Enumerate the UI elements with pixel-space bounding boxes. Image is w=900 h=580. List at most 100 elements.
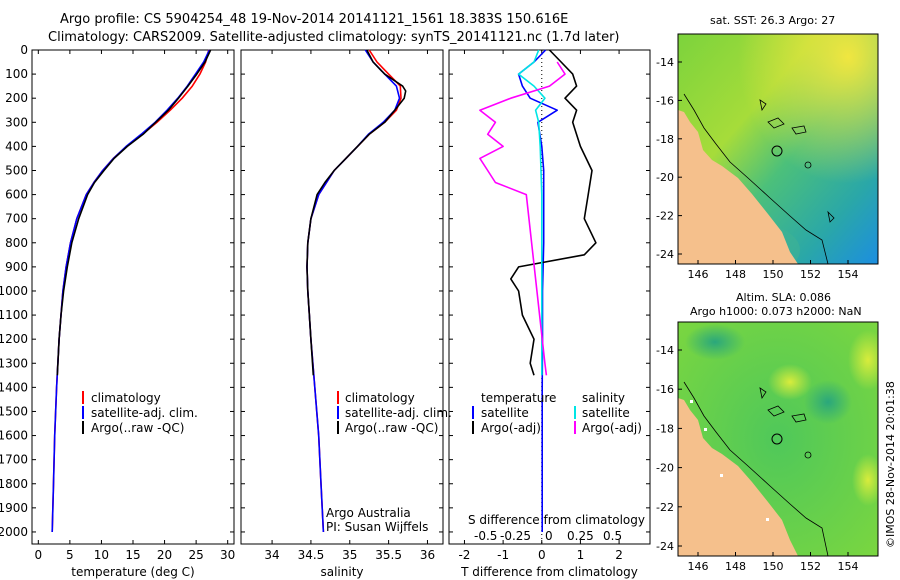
series-line-climatology [306,49,402,533]
x-tick-label: 2 [615,548,623,562]
y-tick-label: 100 [5,67,28,81]
header-line-2: Climatology: CARS2009. Satellite-adjuste… [48,30,620,45]
difference-panel: -2 -1 0 1 2 T difference from climatology [448,49,651,579]
x-axis-label: T difference from climatology [460,565,638,579]
temperature-legend: climatology satellite-adj. clim. Argo(..… [82,391,198,435]
legend-salinity-heading: salinity [582,391,625,405]
lon-tick-label: 154 [838,560,859,573]
legend-label-climatology: climatology [91,391,161,405]
plot-frame [240,49,444,545]
credit-line-2: PI: Susan Wijffels [326,520,428,534]
lon-tick-label: 150 [763,268,784,281]
lat-tick-label: -18 [656,133,674,146]
y-tick-label: 800 [5,236,28,250]
y-tick-label: 1100 [0,308,28,322]
legend-label-argo: Argo(..raw -QC) [91,421,184,435]
x-tick-label: 15 [125,548,140,562]
x-tick-label: 5 [66,548,74,562]
x-tick-label: 0 [538,548,546,562]
lat-tick-label: -22 [656,501,674,514]
lat-tick-label: -18 [656,422,674,435]
legend-temperature-heading: temperature [481,391,556,405]
legend-label-sal-argo: Argo(-adj) [582,421,642,435]
land-mass [678,110,798,264]
lon-tick-label: 146 [688,268,709,281]
x-tick-label: 25 [188,548,203,562]
series-line-salinity-argo-adj- [479,61,566,376]
x-tick-label: 30 [220,548,235,562]
temperature-panel: 0100200300400500600700800900100011001200… [0,43,235,579]
legend-label-argo: Argo(..raw -QC) [345,421,438,435]
x-tick-label: 34.5 [298,548,325,562]
y-tick-label: 1000 [0,284,28,298]
lon-tick-label: 152 [800,268,821,281]
y-tick-label: 500 [5,163,28,177]
x-tick-label: 34 [264,548,279,562]
lon-tick-label: 148 [725,268,746,281]
y-tick-label: 300 [5,115,28,129]
lat-tick-label: -16 [656,94,674,107]
y-tick-label: 1700 [0,453,28,467]
lat-tick-label: -20 [656,171,674,184]
sla-map: Altim. SLA: 0.086 Argo h1000: 0.073 h200… [677,291,879,557]
x-tick-label: 1 [577,548,585,562]
series-line-temperature-argo-adj- [509,49,597,376]
s-tick-0: -0.5 [474,529,497,543]
series-line-argo-raw-qc- [306,49,407,376]
land-mass [678,398,798,556]
x-axis-label: temperature (deg C) [71,565,194,579]
legend-label-sal-satellite: satellite [582,406,630,420]
y-tick-label: 900 [5,260,28,274]
y-tick-label: 0 [20,43,28,57]
y-tick-label: 1500 [0,404,28,418]
lat-tick-label: -16 [656,383,674,396]
s-difference-label: S difference from climatology [468,513,645,527]
credit-line-1: Argo Australia [326,506,411,520]
legend-label-climatology: climatology [345,391,415,405]
series-line-argo-raw-qc- [56,49,212,376]
y-tick-label: 1900 [0,501,28,515]
plot-frame [448,49,651,545]
series-line-temperature-satellite [517,49,559,532]
sla-map-title-2: Argo h1000: 0.073 h2000: NaN [690,305,862,318]
s-tick-1: -0.25 [500,529,531,543]
x-tick-label: 0 [34,548,42,562]
x-tick-label: 35.5 [375,548,402,562]
x-tick-label: 20 [157,548,172,562]
series-line-salinity-satellite [517,49,546,376]
x-tick-label: -2 [458,548,470,562]
lat-tick-label: -14 [656,56,674,69]
legend-label-satellite: satellite-adj. clim. [91,406,198,420]
lat-tick-label: -24 [656,248,674,261]
s-tick-2: 0 [545,529,553,543]
x-tick-label: 35 [342,548,357,562]
x-tick-label: -1 [497,548,509,562]
sst-map: sat. SST: 26.3 Argo: 27 [677,14,879,265]
legend-label-temp-satellite: satellite [481,406,529,420]
lon-tick-label: 150 [763,560,784,573]
y-tick-label: 1600 [0,429,28,443]
series-line-satellite-adj-clim- [51,49,211,533]
salinity-legend: climatology satellite-adj. clim. Argo(..… [326,391,452,534]
lon-tick-label: 146 [688,560,709,573]
sla-map-title-1: Altim. SLA: 0.086 [736,291,831,304]
series-line-climatology [51,49,210,533]
y-tick-label: 1400 [0,380,28,394]
legend-label-temp-argo: Argo(-adj) [481,421,541,435]
y-tick-label: 1200 [0,332,28,346]
lat-tick-label: -22 [656,210,674,223]
y-tick-label: 400 [5,139,28,153]
salinity-panel: 34 34.5 35 35.5 36 salinity [240,49,444,579]
y-tick-label: 1800 [0,477,28,491]
lat-tick-label: -20 [656,462,674,475]
lat-tick-label: -14 [656,344,674,357]
y-tick-label: 700 [5,212,28,226]
imos-stamp: ©IMOS 28-Nov-2014 20:01:38 [884,381,897,548]
legend-label-satellite: satellite-adj. clim. [345,406,452,420]
x-tick-label: 10 [94,548,109,562]
y-tick-label: 2000 [0,525,28,539]
y-tick-label: 200 [5,91,28,105]
lon-tick-label: 152 [800,560,821,573]
y-tick-label: 600 [5,188,28,202]
